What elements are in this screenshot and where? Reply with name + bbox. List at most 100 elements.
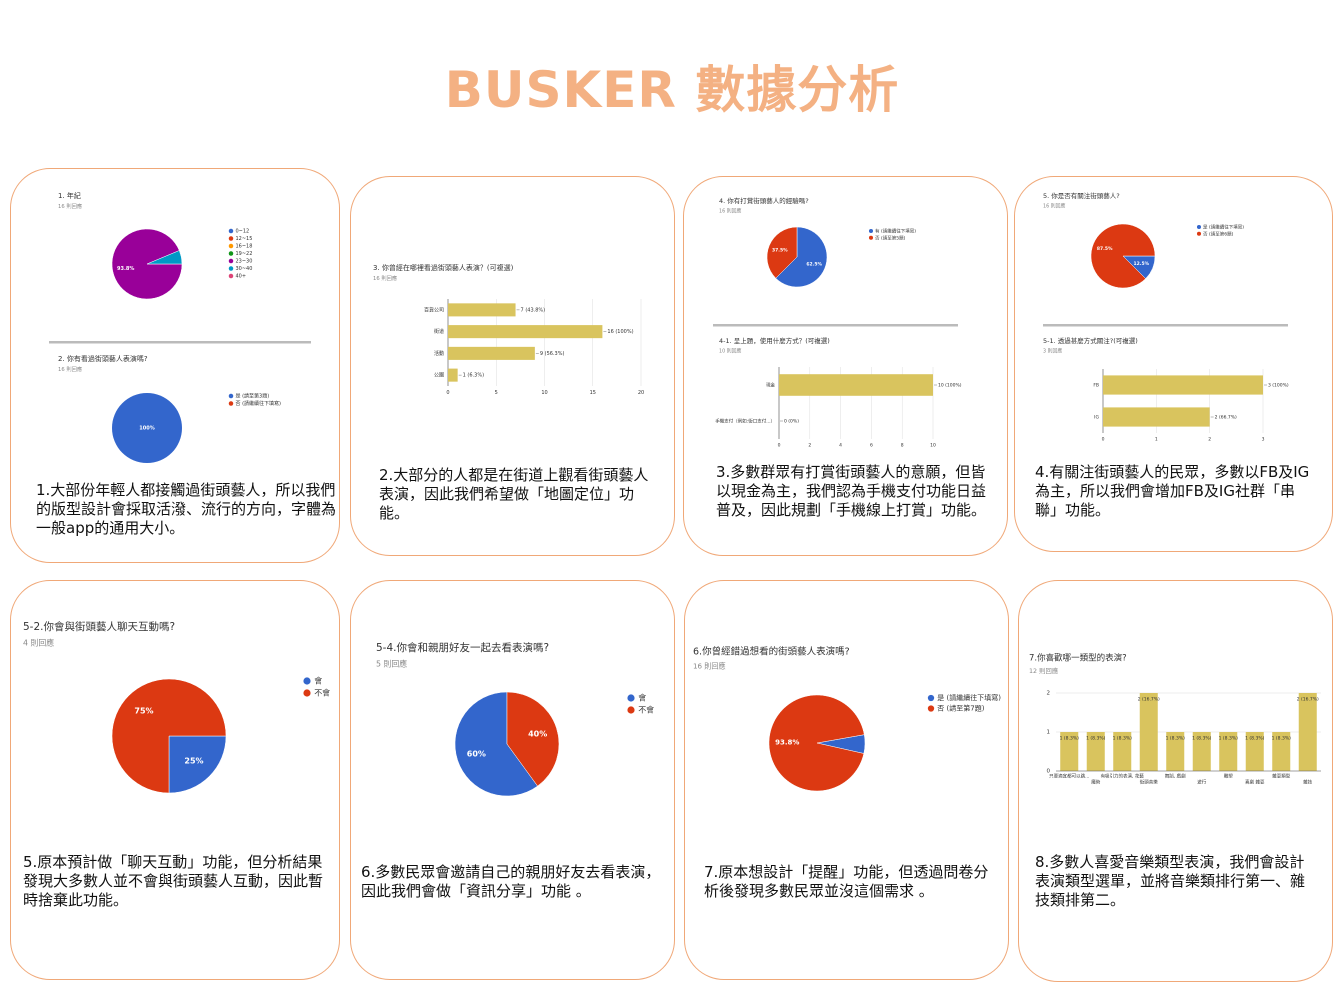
legend-dot xyxy=(228,228,234,234)
pie-slice xyxy=(168,735,227,794)
category-label: 舞蹈, 戲劇 xyxy=(1165,773,1186,780)
value-label: 2 (16.7%) xyxy=(1297,697,1319,703)
bar xyxy=(448,303,516,317)
category-label: 魔術 xyxy=(1091,779,1100,786)
x-tick-label: 15 xyxy=(590,390,596,396)
chart-subtitle: 3 則回應 xyxy=(1043,347,1062,354)
category-label: 手機支付（例如:街口支付...） xyxy=(715,418,775,425)
card-charts: 3. 你曾經在哪裡看過街頭藝人表演？(可複選) 16 則回應 0 5 10 15 20 百貨公… xyxy=(373,263,644,396)
card: 5-2.你會與街頭藝人聊天互動嗎? 4 則回應 25% 75% 會不會 5.原本預計做「聊… xyxy=(10,580,340,980)
y-tick-label: 2 xyxy=(1047,691,1051,697)
chart-subtitle: 4 則回應 xyxy=(23,637,54,647)
category-label: 遊行 xyxy=(1197,779,1206,786)
pie-slice xyxy=(112,393,182,463)
chart-title: 5-2.你會與街頭藝人聊天互動嗎? xyxy=(23,620,175,633)
x-tick-label: 8 xyxy=(901,442,904,448)
card-caption: 7.原本想設計「提醒」功能，但透過問卷分析後發現多數民眾並沒這個需求 。 xyxy=(704,863,989,900)
card-caption: 5.原本預計做「聊天互動」功能，但分析結果發現大多數人並不會與街頭藝人互動，因此… xyxy=(23,853,324,909)
legend-label: 23~30 xyxy=(236,259,253,265)
pie-slice xyxy=(506,691,560,787)
legend-label: 不會 xyxy=(314,688,330,698)
chart-subtitle: 16 則回應 xyxy=(58,202,82,210)
bar xyxy=(1113,732,1132,771)
category-label: 街道 xyxy=(434,328,444,335)
legend-dot xyxy=(927,705,935,712)
legend-dot xyxy=(303,689,311,697)
divider xyxy=(49,341,311,344)
chart-subtitle: 16 則回應 xyxy=(693,661,726,670)
card: 4. 你有打賞街頭藝人的經驗嗎? 16 則回應 62.5% 37.5% 有 (請繼續往下… xyxy=(683,176,1008,556)
legend-dot xyxy=(927,694,935,702)
card: 1. 年紀 16 則回應 93.8% 0~12 12~15 16~18 19~22 23~30… xyxy=(10,168,340,563)
bar xyxy=(1166,732,1185,771)
bar xyxy=(1245,732,1264,771)
card-caption: 1.大部份年輕人都接觸過街頭藝人，所以我們的版型設計會採取活潑、流行的方向，字體… xyxy=(36,481,337,537)
category-label: 雜耍類型 xyxy=(1272,773,1290,780)
legend-label: 40+ xyxy=(236,274,247,280)
x-tick-label: 0 xyxy=(446,390,449,396)
x-tick-label: 1 xyxy=(1155,436,1158,442)
card-charts: 6.你曾經錯過想看的街頭藝人表演嗎? 16 則回應 93.8% 是 (請繼續往下填寫)… xyxy=(693,646,1001,792)
chart-title: 3. 你曾經在哪裡看過街頭藝人表演？(可複選) xyxy=(373,263,514,272)
main-title: BUSKER 數據分析 xyxy=(444,61,900,119)
chart-title: 6.你曾經錯過想看的街頭藝人表演嗎? xyxy=(693,646,850,658)
card-charts: 4. 你有打賞街頭藝人的經驗嗎? 16 則回應 62.5% 37.5% 有 (請繼續往下… xyxy=(713,196,962,448)
value-label: 1 (8.3%) xyxy=(1245,736,1264,742)
legend-label: 會 xyxy=(314,676,322,686)
chart-title: 2. 你有看過街頭藝人表演嗎? xyxy=(58,354,148,363)
value-label: 1 (8.3%) xyxy=(1060,736,1079,742)
chart-title: 7.你喜歡哪一類型的表演? xyxy=(1029,653,1127,664)
x-tick-label: 10 xyxy=(930,442,936,448)
bar xyxy=(1139,693,1158,771)
category-label: 現金 xyxy=(766,382,775,389)
card: 6.你曾經錯過想看的街頭藝人表演嗎? 16 則回應 93.8% 是 (請繼續往下填寫)… xyxy=(684,580,1009,980)
chart-title: 5-4.你會和親朋好友一起去看表演嗎? xyxy=(376,641,549,654)
slice-label: 40% xyxy=(528,730,547,739)
legend-label: 12~15 xyxy=(236,236,253,242)
card: 7.你喜歡哪一類型的表演? 12 則回應 0 1 2 1 (8.3%) 只要適宜都可以跳..… xyxy=(1018,580,1333,982)
legend-dot xyxy=(303,677,311,685)
slice-label: 25% xyxy=(184,756,203,765)
value-label: 3 (100%) xyxy=(1268,383,1289,389)
pie-slice xyxy=(454,691,538,797)
category-label: 街頭音樂 xyxy=(1140,779,1158,786)
legend-dot xyxy=(868,228,874,234)
bar xyxy=(1103,407,1210,427)
value-label: 2 (66.7%) xyxy=(1215,415,1237,421)
value-label: 16 (100%) xyxy=(607,329,633,335)
legend-label: 否 (請至第7題) xyxy=(937,704,984,713)
card-charts: 7.你喜歡哪一類型的表演? 12 則回應 0 1 2 1 (8.3%) 只要適宜都可以跳..… xyxy=(1029,653,1321,786)
x-tick-label: 10 xyxy=(541,390,547,396)
value-label: 1 (8.3%) xyxy=(1272,736,1291,742)
legend-label: 0~12 xyxy=(236,229,250,235)
category-label: 活動 xyxy=(434,350,444,357)
value-label: 1 (8.3%) xyxy=(1192,736,1211,742)
value-label: 0 (0%) xyxy=(784,419,799,425)
bar xyxy=(1060,732,1079,771)
value-label: 1 (8.3%) xyxy=(1166,736,1185,742)
bar xyxy=(448,368,458,382)
legend-dot xyxy=(228,258,234,264)
bar xyxy=(448,346,535,360)
value-label: 1 (8.3%) xyxy=(1086,736,1105,742)
bar xyxy=(779,374,933,396)
card-charts: 5. 你是否有關注街頭藝人? 16 則回應 12.5% 87.5% 是 (請繼續往下填寫… xyxy=(1043,191,1289,442)
card-caption: 8.多數人喜愛音樂類型表演，我們會設計表演類型選單，並將音樂類排行第一、雜技類排… xyxy=(1035,853,1306,909)
bar xyxy=(1219,732,1238,771)
legend-label: 是 (請繼續往下填寫) xyxy=(937,693,1001,702)
x-tick-label: 2 xyxy=(808,442,811,448)
bar xyxy=(1086,732,1105,771)
legend-dot xyxy=(627,706,635,714)
slice-label: 75% xyxy=(134,707,153,716)
value-label: 1 (8.3%) xyxy=(1113,736,1132,742)
bar xyxy=(1103,375,1263,395)
legend-label: 19~22 xyxy=(236,251,253,257)
pie-slice xyxy=(775,226,828,288)
slice-label: 100% xyxy=(139,426,154,432)
legend-label: 是 (請繼續往下填寫) xyxy=(1203,224,1244,231)
pie-slice xyxy=(766,226,798,279)
chart-title: 1. 年紀 xyxy=(58,191,81,200)
pie-slice xyxy=(146,250,183,265)
